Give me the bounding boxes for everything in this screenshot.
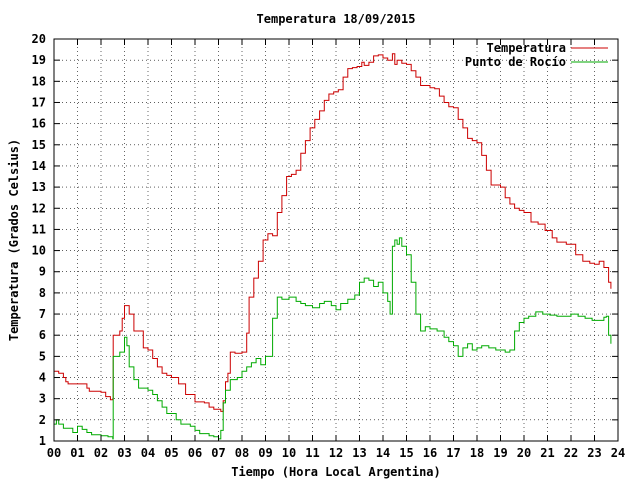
- x-tick-label: 11: [305, 446, 319, 460]
- y-tick-label: 5: [39, 349, 46, 363]
- x-axis-label: Tiempo (Hora Local Argentina): [231, 465, 441, 479]
- x-tick-label: 18: [470, 446, 484, 460]
- x-tick-label: 22: [564, 446, 578, 460]
- y-tick-label: 19: [32, 53, 46, 67]
- x-tick-label: 15: [399, 446, 413, 460]
- x-tick-label: 09: [258, 446, 272, 460]
- series-line-0: [54, 53, 612, 412]
- y-tick-label: 20: [32, 32, 46, 46]
- x-tick-label: 20: [517, 446, 531, 460]
- y-tick-label: 7: [39, 307, 46, 321]
- legend-label-1: Punto de Rocío: [465, 55, 566, 69]
- x-tick-label: 23: [587, 446, 601, 460]
- y-tick-label: 12: [32, 201, 46, 215]
- y-tick-label: 2: [39, 413, 46, 427]
- series-layer: [54, 53, 612, 440]
- legend-label-0: Temperatura: [487, 41, 566, 55]
- x-tick-label: 03: [117, 446, 131, 460]
- y-tick-label: 6: [39, 328, 46, 342]
- y-tick-label: 17: [32, 95, 46, 109]
- x-tick-label: 12: [329, 446, 343, 460]
- x-tick-label: 13: [352, 446, 366, 460]
- chart-title: Temperatura 18/09/2015: [257, 12, 416, 26]
- x-tick-label: 10: [282, 446, 296, 460]
- x-tick-label: 21: [540, 446, 554, 460]
- grid: [54, 39, 618, 441]
- x-tick-label: 16: [423, 446, 437, 460]
- x-tick-label: 05: [164, 446, 178, 460]
- series-line-1: [54, 237, 612, 440]
- x-tick-label: 02: [94, 446, 108, 460]
- y-tick-label: 16: [32, 117, 46, 131]
- x-tick-label: 01: [70, 446, 84, 460]
- y-tick-label: 1: [39, 434, 46, 448]
- y-tick-label: 8: [39, 286, 46, 300]
- x-tick-label: 14: [376, 446, 390, 460]
- x-tick-label: 00: [47, 446, 61, 460]
- y-axis-label: Temperatura (Grados Celsius): [7, 139, 21, 341]
- y-tick-label: 4: [39, 371, 46, 385]
- x-tick-label: 24: [611, 446, 625, 460]
- x-tick-label: 04: [141, 446, 155, 460]
- y-tick-label: 15: [32, 138, 46, 152]
- x-tick-label: 19: [493, 446, 507, 460]
- y-tick-label: 10: [32, 244, 46, 258]
- y-tick-label: 9: [39, 265, 46, 279]
- y-tick-label: 3: [39, 392, 46, 406]
- x-tick-label: 07: [211, 446, 225, 460]
- y-tick-label: 11: [32, 222, 46, 236]
- x-tick-label: 06: [188, 446, 202, 460]
- x-tick-label: 17: [446, 446, 460, 460]
- ticks: 00 01 02 03 04 05 06 07 08 09 10 11 12 13 14 15 16 17 18 19…: [32, 32, 626, 460]
- y-tick-label: 14: [32, 159, 46, 173]
- x-tick-label: 08: [235, 446, 249, 460]
- y-tick-label: 18: [32, 74, 46, 88]
- y-tick-label: 13: [32, 180, 46, 194]
